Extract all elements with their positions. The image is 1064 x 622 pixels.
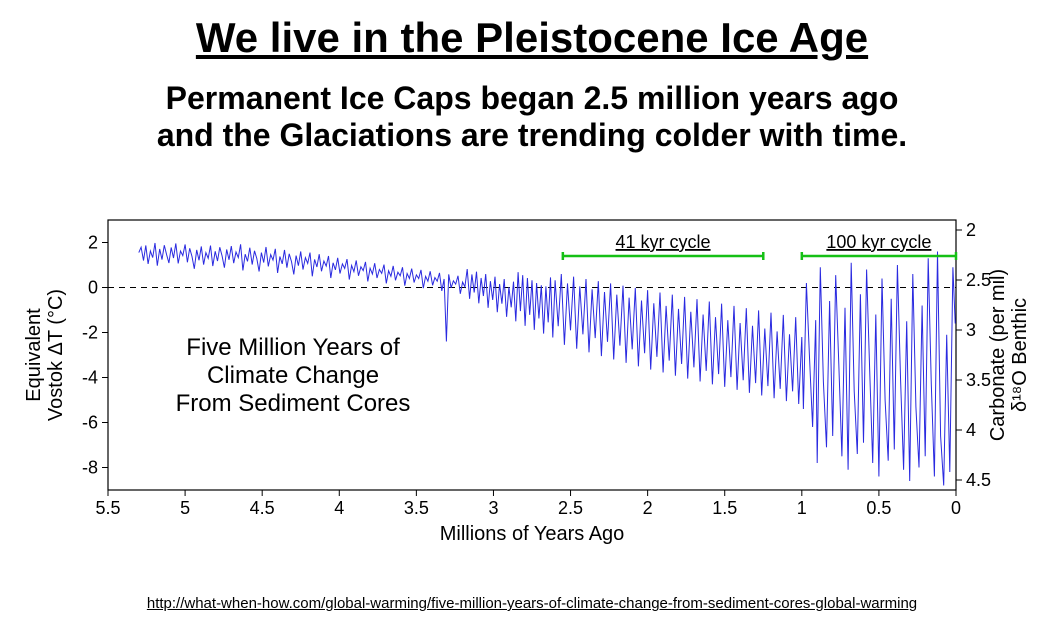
svg-text:100 kyr cycle: 100 kyr cycle [826,232,931,252]
svg-text:0: 0 [88,278,98,298]
svg-text:4.5: 4.5 [250,498,275,518]
svg-text:3.5: 3.5 [404,498,429,518]
subtitle: Permanent Ice Caps began 2.5 million yea… [0,80,1064,154]
svg-text:2: 2 [88,233,98,253]
chart: 5.5 5 4.5 4 3.5 3 2.5 2 1.5 1 0.5 0 Millions of Year… [18,210,1046,550]
svg-text:5: 5 [180,498,190,518]
svg-text:0.5: 0.5 [866,498,891,518]
svg-text:1.5: 1.5 [712,498,737,518]
svg-text:4: 4 [334,498,344,518]
source-url: http://what-when-how.com/global-warming/… [0,595,1064,612]
svg-text:Equivalent: Equivalent [23,308,45,402]
svg-text:1: 1 [797,498,807,518]
svg-text:-8: -8 [82,458,98,478]
svg-text:Five Million Years of: Five Million Years of [186,334,400,361]
svg-text:4.5: 4.5 [966,470,991,490]
svg-text:Vostok ΔT (°C): Vostok ΔT (°C) [45,289,67,421]
svg-text:Climate Change: Climate Change [207,362,379,389]
slide: We live in the Pleistocene Ice Age Perma… [0,0,1064,622]
subtitle-line2: and the Glaciations are trending colder … [0,117,1064,154]
svg-text:41 kyr cycle: 41 kyr cycle [616,232,711,252]
svg-text:4: 4 [966,420,976,440]
svg-text:3: 3 [966,320,976,340]
svg-text:Carbonate (per mil): Carbonate (per mil) [987,269,1009,441]
svg-text:Millions of Years Ago: Millions of Years Ago [440,523,625,545]
svg-text:2.5: 2.5 [558,498,583,518]
svg-text:2: 2 [643,498,653,518]
chart-svg: 5.5 5 4.5 4 3.5 3 2.5 2 1.5 1 0.5 0 Millions of Year… [18,210,1046,550]
svg-text:3: 3 [488,498,498,518]
svg-text:-4: -4 [82,368,98,388]
svg-text:-2: -2 [82,323,98,343]
svg-text:0: 0 [951,498,961,518]
subtitle-line1: Permanent Ice Caps began 2.5 million yea… [0,80,1064,117]
svg-text:2: 2 [966,220,976,240]
svg-text:From Sediment Cores: From Sediment Cores [176,390,411,417]
page-title: We live in the Pleistocene Ice Age [0,14,1064,62]
svg-text:5.5: 5.5 [95,498,120,518]
svg-text:-6: -6 [82,413,98,433]
svg-text:δ¹⁸O Benthic: δ¹⁸O Benthic [1009,298,1031,412]
